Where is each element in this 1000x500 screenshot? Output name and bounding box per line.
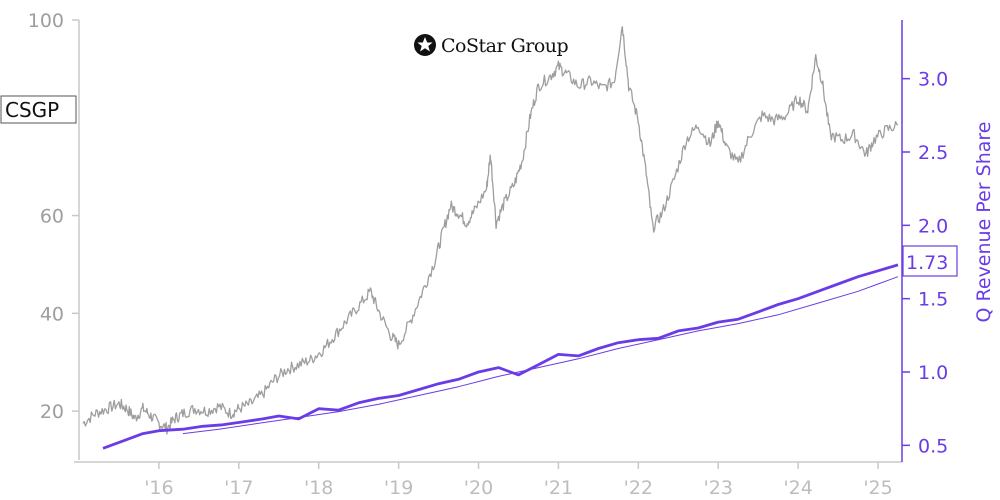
- x-tick-label: '21: [544, 477, 573, 499]
- left-tick-label: 40: [40, 303, 64, 325]
- right-axis-title: Q Revenue Per Share: [973, 122, 995, 323]
- right-tick-label: 2.5: [918, 142, 948, 164]
- right-tick-label: 1.0: [918, 362, 948, 384]
- x-tick-label: '20: [464, 477, 493, 499]
- last-value-box: 1.73: [902, 245, 958, 277]
- logo-text: CoStar Group: [441, 35, 569, 57]
- last-value-label: 1.73: [906, 252, 948, 274]
- x-tick-label: '24: [783, 477, 812, 499]
- left-tick-label: 60: [40, 206, 64, 228]
- ticker-label-box: CSGP: [0, 95, 77, 124]
- right-tick-label: 0.5: [918, 435, 948, 457]
- price-series-line: [82, 26, 899, 435]
- x-tick-label: '16: [144, 477, 173, 499]
- left-axis: 20 40 60 100: [28, 10, 80, 460]
- x-tick-label: '17: [224, 477, 253, 499]
- left-tick-label: 20: [40, 401, 64, 423]
- bottom-axis: '16 '17 '18 '19 '20 '21 '22 '23 '24 '25: [74, 461, 902, 499]
- x-tick-label: '25: [863, 477, 892, 499]
- right-tick-label: 3.0: [918, 69, 948, 91]
- right-tick-label: 2.0: [918, 215, 948, 237]
- right-axis: 0.5 1.0 1.5 2.0 2.5 3.0: [901, 20, 948, 462]
- ticker-label: CSGP: [5, 98, 59, 122]
- x-tick-label: '23: [704, 477, 733, 499]
- right-tick-label: 1.5: [918, 289, 948, 311]
- x-tick-label: '19: [384, 477, 413, 499]
- revenue-trend-line: [182, 276, 899, 435]
- left-tick-label: 100: [28, 10, 64, 32]
- revenue-per-share-line: [102, 263, 899, 450]
- series-layer: [82, 26, 899, 450]
- x-tick-label: '18: [304, 477, 333, 499]
- x-tick-label: '22: [624, 477, 653, 499]
- company-logo: CoStar Group: [414, 34, 569, 57]
- costar-star-icon: [414, 34, 436, 56]
